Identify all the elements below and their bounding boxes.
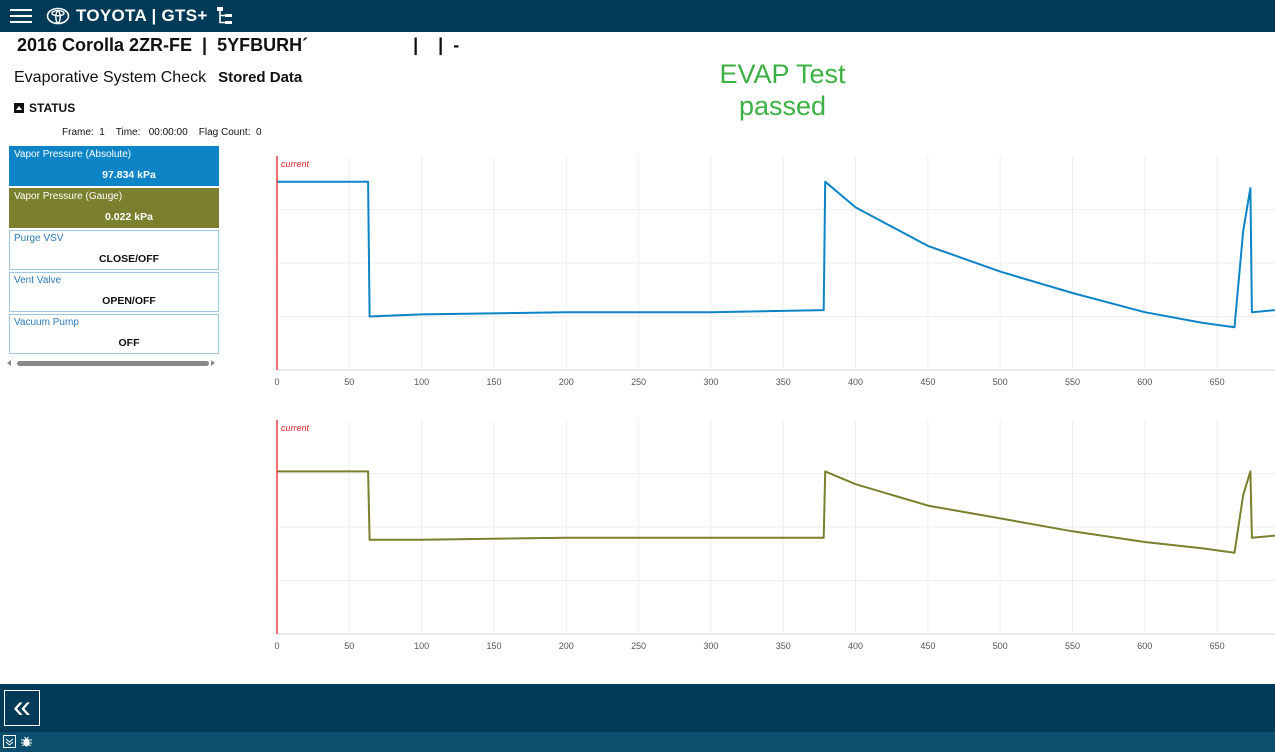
x-tick-label: 450 (920, 377, 935, 387)
cursor-label: current (281, 159, 310, 169)
x-tick-label: 600 (1137, 641, 1152, 651)
x-tick-label: 600 (1137, 377, 1152, 387)
top-bar: TOYOTA | GTS+ (0, 0, 1275, 32)
param-name: Vacuum Pump (14, 317, 79, 328)
param-purge-vsv[interactable]: Purge VSV CLOSE/OFF (9, 230, 219, 270)
scrollbar-thumb[interactable] (17, 361, 209, 366)
param-name: Purge VSV (14, 233, 64, 244)
bottom-bar (0, 684, 1275, 732)
page-header: Evaporative System Check Stored Data (14, 69, 302, 87)
x-tick-label: 650 (1210, 377, 1225, 387)
param-value: 97.834 kPa (102, 169, 156, 181)
x-tick-label: 0 (274, 377, 279, 387)
frame-info: Frame: 1 Time: 00:00:00 Flag Count: 0 (62, 127, 262, 138)
mode-label: Stored Data (218, 69, 303, 86)
x-tick-label: 300 (703, 377, 718, 387)
x-tick-label: 350 (776, 377, 791, 387)
x-tick-label: 50 (344, 377, 354, 387)
status-bar (0, 732, 1275, 752)
x-tick-label: 150 (486, 641, 501, 651)
app-title: TOYOTA | GTS+ (76, 6, 208, 25)
horizontal-scrollbar[interactable] (7, 360, 215, 367)
x-tick-label: 550 (1065, 377, 1080, 387)
param-vent-valve[interactable]: Vent Valve OPEN/OFF (9, 272, 219, 312)
series-line (277, 180, 1275, 329)
x-tick-label: 50 (344, 641, 354, 651)
status-toggle[interactable]: STATUS (14, 101, 75, 115)
evap-annotation: EVAP Test passed (680, 58, 885, 122)
bug-icon[interactable] (20, 735, 33, 753)
back-button[interactable]: « (4, 690, 40, 726)
x-tick-label: 0 (274, 641, 279, 651)
x-tick-label: 100 (414, 377, 429, 387)
param-vapor-pressure-absolute[interactable]: Vapor Pressure (Absolute) 97.834 kPa (9, 146, 219, 186)
param-value: OFF (118, 337, 140, 349)
parameter-list: Vapor Pressure (Absolute) 97.834 kPa Vap… (9, 146, 219, 356)
frame-label: Frame: (62, 127, 94, 138)
x-tick-label: 150 (486, 377, 501, 387)
param-name: Vent Valve (14, 275, 62, 286)
page-title: Evaporative System Check (14, 69, 207, 86)
x-tick-label: 500 (993, 377, 1008, 387)
menu-icon[interactable] (10, 6, 32, 26)
flag-count-label: Flag Count: (198, 127, 251, 138)
cursor-label: current (281, 423, 310, 433)
double-chevron-left-icon: « (13, 688, 31, 724)
flag-count-value: 0 (256, 127, 262, 138)
scroll-left-icon[interactable] (7, 360, 11, 366)
x-tick-label: 350 (776, 641, 791, 651)
frame-value: 1 (99, 127, 105, 138)
status-label: STATUS (29, 101, 76, 115)
time-value: 00:00:00 (148, 127, 188, 138)
series-line (277, 470, 1275, 554)
param-value: CLOSE/OFF (98, 253, 160, 265)
x-tick-label: 200 (559, 377, 574, 387)
hierarchy-icon[interactable] (216, 6, 234, 31)
x-tick-label: 250 (631, 377, 646, 387)
scroll-right-icon[interactable] (211, 360, 215, 366)
x-tick-label: 400 (848, 377, 863, 387)
x-tick-label: 200 (559, 641, 574, 651)
chart-vapor-pressure-absolute[interactable]: 0 50 100 150 200 250 300 350 400 450 500 550 600 650 c… (262, 150, 1275, 390)
param-name: Vapor Pressure (Gauge) (14, 191, 123, 202)
annotation-line-2: passed (738, 91, 827, 121)
x-tick-label: 500 (993, 641, 1008, 651)
param-value: 0.022 kPa (105, 211, 153, 223)
param-vapor-pressure-gauge[interactable]: Vapor Pressure (Gauge) 0.022 kPa (9, 188, 219, 228)
toyota-logo: TOYOTA | GTS+ (46, 6, 208, 26)
param-vacuum-pump[interactable]: Vacuum Pump OFF (9, 314, 219, 354)
param-value: OPEN/OFF (102, 295, 156, 307)
expand-icon[interactable] (3, 735, 16, 753)
x-tick-label: 450 (920, 641, 935, 651)
x-tick-label: 550 (1065, 641, 1080, 651)
x-tick-label: 300 (703, 641, 718, 651)
collapse-icon (14, 103, 24, 113)
vehicle-info: 2016 Corolla 2ZR-FE | 5YFBURH´ | | - (17, 35, 460, 55)
toyota-emblem-icon (46, 7, 70, 25)
x-tick-label: 250 (631, 641, 646, 651)
x-tick-label: 100 (414, 641, 429, 651)
time-label: Time: (115, 127, 141, 138)
chart-vapor-pressure-gauge[interactable]: 0 50 100 150 200 250 300 350 400 450 500 550 600 650 c… (262, 414, 1275, 654)
annotation-line-1: EVAP Test (719, 59, 846, 89)
x-tick-label: 650 (1210, 641, 1225, 651)
param-name: Vapor Pressure (Absolute) (14, 149, 132, 160)
x-tick-label: 400 (848, 641, 863, 651)
